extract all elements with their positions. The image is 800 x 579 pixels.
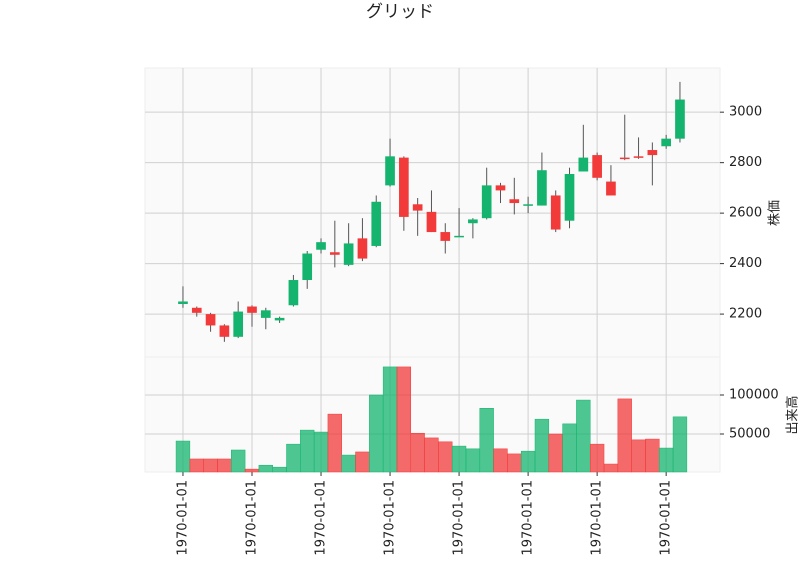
chart-title: グリッド xyxy=(366,2,434,22)
candle-body xyxy=(468,219,478,223)
y-tick-label: 3000 xyxy=(729,105,762,120)
volume-bar xyxy=(411,433,425,472)
volume-bar xyxy=(356,452,370,472)
volume-bar xyxy=(590,444,604,472)
volume-bar xyxy=(300,430,314,472)
volume-bar xyxy=(521,451,535,472)
volume-bar xyxy=(604,464,618,472)
volume-bar xyxy=(342,455,356,472)
volume-axis-label: 出来高 xyxy=(785,395,800,434)
volume-bar xyxy=(576,400,590,472)
candle-body xyxy=(385,156,395,185)
volume-bar xyxy=(190,459,204,472)
volume-bar xyxy=(645,439,659,472)
x-tick-label: 1970-01-01 xyxy=(244,480,259,556)
x-tick-label: 1970-01-01 xyxy=(314,480,329,556)
x-tick-label: 1970-01-01 xyxy=(383,480,398,556)
candle-body xyxy=(316,242,326,250)
candle-body xyxy=(578,158,588,172)
candle-body xyxy=(178,301,188,304)
candle-body xyxy=(233,312,243,337)
candle-body xyxy=(454,236,464,238)
x-tick-label: 1970-01-01 xyxy=(590,480,605,556)
volume-bar xyxy=(507,454,521,472)
candle-body xyxy=(302,254,312,281)
volume-bar xyxy=(673,417,687,472)
candle-body xyxy=(537,170,547,205)
candle-body xyxy=(496,185,506,190)
volume-bar xyxy=(494,449,508,472)
x-tick-label: 1970-01-01 xyxy=(175,480,190,556)
volume-bar xyxy=(452,446,466,472)
y-axis-label: 株価 xyxy=(768,200,783,226)
y-tick-label: 2400 xyxy=(729,256,762,271)
candle-body xyxy=(661,139,671,147)
volume-bar xyxy=(204,459,218,472)
x-tick-label: 1970-01-01 xyxy=(452,480,467,556)
y-tick-label: 2800 xyxy=(729,155,762,170)
volume-bar xyxy=(480,408,494,472)
y-tick-label: 2200 xyxy=(729,307,762,322)
x-tick-label: 1970-01-01 xyxy=(521,480,536,556)
volume-bar xyxy=(259,465,273,472)
candle-body xyxy=(220,325,230,336)
candle-body xyxy=(482,185,492,218)
candle-body xyxy=(523,204,533,206)
candle-body xyxy=(330,252,340,255)
candle-body xyxy=(565,174,575,221)
candle-body xyxy=(344,243,354,264)
candle-body xyxy=(358,238,368,258)
candle-body xyxy=(634,156,644,158)
volume-tick-label: 100000 xyxy=(729,387,779,402)
volume-bar xyxy=(397,367,411,472)
volume-bar xyxy=(659,448,673,472)
volume-bar xyxy=(287,444,301,472)
volume-bar xyxy=(563,424,577,472)
candle-body xyxy=(192,308,202,313)
volume-bar xyxy=(618,399,632,472)
candle-body xyxy=(261,310,271,318)
candle-body xyxy=(399,158,409,217)
volume-bar xyxy=(549,434,563,472)
volume-tick-label: 50000 xyxy=(729,427,770,442)
candle-body xyxy=(427,212,437,232)
candle-body xyxy=(206,314,216,325)
x-tick-label: 1970-01-01 xyxy=(659,480,674,556)
volume-bar xyxy=(369,395,383,472)
candle-body xyxy=(620,158,630,160)
candle-body xyxy=(247,307,257,313)
candle-body xyxy=(413,204,423,210)
volume-bar xyxy=(383,367,397,472)
volume-bar xyxy=(438,442,452,472)
volume-bar xyxy=(217,459,231,472)
candle-body xyxy=(440,232,450,241)
volume-bar xyxy=(176,441,190,472)
candle-body xyxy=(675,100,685,139)
candle-body xyxy=(275,318,285,321)
volume-bar xyxy=(245,469,259,472)
volume-bar xyxy=(466,449,480,472)
volume-bar xyxy=(328,414,342,472)
volume-bar xyxy=(535,419,549,472)
candle-body xyxy=(371,202,381,246)
candle-body xyxy=(606,182,616,196)
volume-bar xyxy=(273,467,287,472)
volume-bar xyxy=(231,450,245,472)
candle-body xyxy=(592,155,602,178)
candle-body xyxy=(509,199,519,203)
candle-body xyxy=(648,150,658,155)
candle-body xyxy=(551,195,561,229)
candle-body xyxy=(289,280,299,305)
volume-bar xyxy=(314,432,328,472)
volume-bar xyxy=(425,438,439,472)
y-tick-label: 2600 xyxy=(729,206,762,221)
volume-bar xyxy=(632,440,646,472)
